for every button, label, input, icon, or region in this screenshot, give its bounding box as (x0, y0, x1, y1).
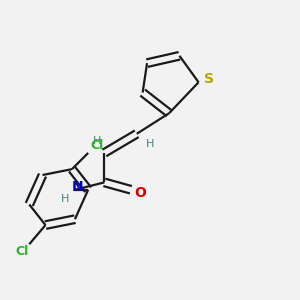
Text: N: N (72, 180, 84, 194)
Text: Cl: Cl (90, 139, 104, 152)
Text: O: O (135, 186, 146, 200)
Text: H: H (60, 194, 69, 204)
Text: H: H (146, 139, 154, 149)
Text: Cl: Cl (15, 245, 28, 258)
Text: H: H (93, 136, 101, 146)
Text: S: S (205, 72, 214, 86)
